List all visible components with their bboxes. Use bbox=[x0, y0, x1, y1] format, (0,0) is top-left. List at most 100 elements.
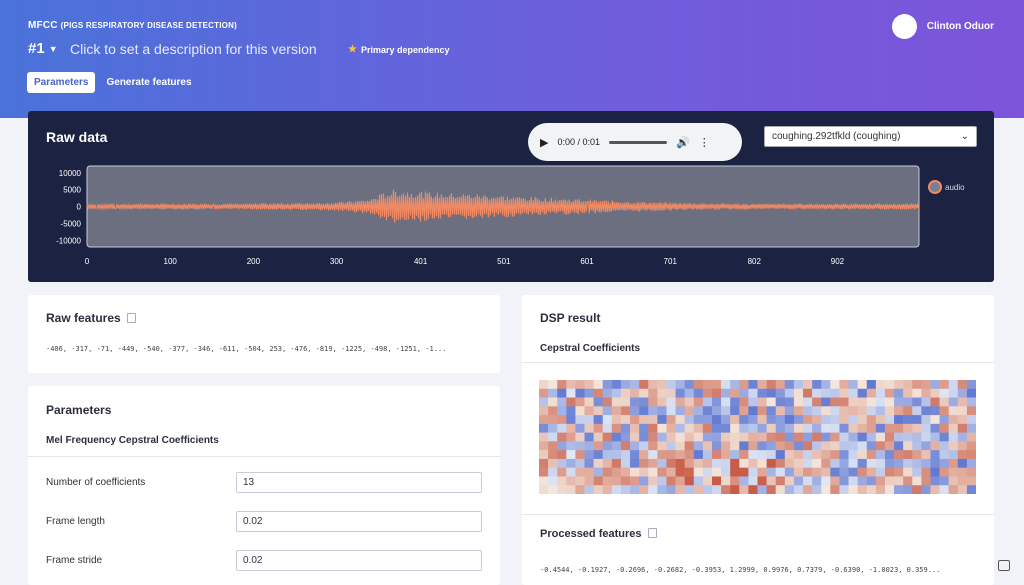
heatmap-cell bbox=[611, 458, 622, 468]
heatmap-cell bbox=[921, 476, 931, 486]
heatmap-cell bbox=[639, 476, 649, 486]
heatmap-cell bbox=[648, 476, 658, 486]
heatmap-cell bbox=[620, 476, 631, 486]
heatmap-cell bbox=[620, 432, 631, 442]
heatmap-cell bbox=[711, 406, 722, 416]
heatmap-cell bbox=[757, 441, 767, 451]
heatmap-cell bbox=[757, 388, 767, 398]
heatmap-cell bbox=[775, 380, 786, 390]
heatmap-cell bbox=[957, 415, 968, 425]
heatmap-cell bbox=[921, 397, 931, 407]
heatmap-cell bbox=[857, 397, 868, 407]
heatmap-cell bbox=[812, 423, 822, 433]
copy-icon[interactable] bbox=[647, 528, 657, 538]
frame-length-input[interactable]: 0.02 bbox=[236, 511, 482, 532]
heatmap-cell bbox=[739, 432, 749, 442]
project-subtitle: (PIGS RESPIRATORY DISEASE DETECTION) bbox=[60, 21, 237, 30]
heatmap-cell bbox=[557, 423, 567, 433]
heatmap-cell bbox=[775, 397, 786, 407]
frame-stride-input[interactable]: 0.02 bbox=[236, 550, 482, 571]
heatmap-cell bbox=[730, 432, 740, 442]
heatmap-cell bbox=[839, 485, 849, 494]
heatmap-cell bbox=[793, 441, 804, 451]
heatmap-cell bbox=[921, 458, 931, 468]
heatmap-cell bbox=[894, 485, 904, 494]
heatmap-cell bbox=[884, 476, 895, 486]
heatmap-cell bbox=[721, 450, 731, 460]
sample-select[interactable]: coughing.292tfkld (coughing) ⌄ bbox=[764, 126, 977, 147]
heatmap-cell bbox=[702, 450, 713, 460]
heatmap-cell bbox=[894, 467, 904, 477]
heatmap-cell bbox=[848, 432, 858, 442]
project-name: MFCC bbox=[28, 20, 58, 31]
heatmap-cell bbox=[857, 380, 868, 390]
tab-parameters[interactable]: Parameters bbox=[27, 72, 96, 93]
heatmap-cell bbox=[930, 380, 940, 390]
heatmap-cell bbox=[748, 388, 758, 398]
heatmap-cell bbox=[739, 485, 749, 494]
heatmap-cell bbox=[593, 467, 604, 477]
heatmap-cell bbox=[648, 380, 658, 390]
heatmap-cell bbox=[793, 388, 804, 398]
heatmap-cell bbox=[721, 397, 731, 407]
user-menu[interactable]: Clinton Oduor bbox=[891, 14, 994, 39]
heatmap-cell bbox=[730, 467, 740, 477]
heatmap-cell bbox=[539, 423, 549, 433]
heatmap-cell bbox=[939, 485, 949, 494]
heatmap-cell bbox=[803, 476, 813, 486]
play-icon[interactable]: ▶ bbox=[540, 136, 549, 149]
heatmap-cell bbox=[566, 467, 576, 477]
more-options-icon[interactable]: ⋮ bbox=[698, 136, 710, 149]
heatmap-cell bbox=[875, 458, 886, 468]
version-selector[interactable]: #1 ▼ bbox=[28, 40, 58, 57]
heatmap-cell bbox=[830, 406, 840, 416]
heatmap-cell bbox=[684, 388, 695, 398]
heatmap-cell bbox=[748, 450, 758, 460]
heatmap-cell bbox=[784, 423, 795, 433]
heatmap-cell bbox=[839, 388, 849, 398]
chat-icon[interactable] bbox=[998, 560, 1010, 571]
heatmap-cell bbox=[839, 432, 849, 442]
heatmap-cell bbox=[711, 432, 722, 442]
heatmap-cell bbox=[675, 450, 685, 460]
heatmap-cell bbox=[557, 388, 567, 398]
heatmap-cell bbox=[821, 415, 831, 425]
heatmap-cell bbox=[620, 388, 631, 398]
heatmap-cell bbox=[611, 406, 622, 416]
raw-features-card: Raw features -406, -317, -71, -449, -540… bbox=[28, 295, 500, 373]
divider bbox=[522, 362, 994, 363]
heatmap-cell bbox=[839, 441, 849, 451]
heatmap-cell bbox=[775, 415, 786, 425]
heatmap-cell bbox=[757, 476, 767, 486]
heatmap-cell bbox=[866, 467, 877, 477]
heatmap-cell bbox=[857, 476, 868, 486]
heatmap-cell bbox=[593, 476, 604, 486]
audio-progress-bar[interactable] bbox=[609, 140, 668, 144]
heatmap-cell bbox=[711, 450, 722, 460]
volume-icon[interactable]: 🔊 bbox=[676, 136, 690, 149]
heatmap-cell bbox=[939, 450, 949, 460]
avatar[interactable] bbox=[891, 14, 917, 39]
heatmap-cell bbox=[903, 397, 913, 407]
heatmap-cell bbox=[575, 397, 585, 407]
heatmap-cell bbox=[921, 388, 931, 398]
copy-icon[interactable] bbox=[126, 313, 136, 323]
heatmap-cell bbox=[912, 432, 922, 442]
version-description[interactable]: Click to set a description for this vers… bbox=[70, 41, 317, 57]
heatmap-cell bbox=[912, 406, 922, 416]
heatmap-cell bbox=[939, 458, 949, 468]
heatmap-cell bbox=[630, 406, 640, 416]
heatmap-cell bbox=[639, 450, 649, 460]
heatmap-cell bbox=[775, 406, 786, 416]
coefficients-input[interactable]: 13 bbox=[236, 472, 482, 493]
heatmap-cell bbox=[730, 441, 740, 451]
heatmap-cell bbox=[921, 415, 931, 425]
heatmap-cell bbox=[666, 458, 676, 468]
audio-player[interactable]: ▶ 0:00 / 0:01 🔊 ⋮ bbox=[528, 123, 742, 161]
heatmap-cell bbox=[966, 441, 976, 451]
tab-generate-features[interactable]: Generate features bbox=[106, 77, 192, 88]
heatmap-cell bbox=[748, 406, 758, 416]
heatmap-cell bbox=[866, 397, 877, 407]
heatmap-cell bbox=[894, 406, 904, 416]
y-tick-label: 0 bbox=[77, 203, 82, 212]
